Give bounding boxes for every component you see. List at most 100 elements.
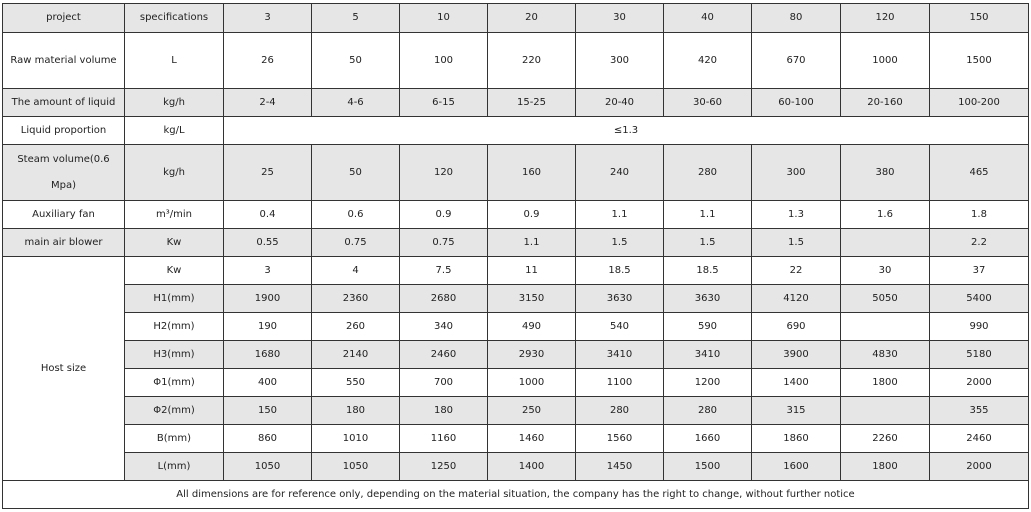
value-cell: 37 <box>929 256 1029 285</box>
value-cell: 2-4 <box>223 88 312 117</box>
row-label: The amount of liquid <box>2 88 125 117</box>
table-row: main air blower Kw 0.55 0.75 0.75 1.1 1.5 1.5 1.… <box>2 228 1029 257</box>
row-label: Steam volume(0.6 Mpa) <box>2 144 125 201</box>
value-cell: 1010 <box>311 424 400 453</box>
value-cell: 150 <box>223 396 312 425</box>
value-cell: 2460 <box>399 340 488 369</box>
value-cell: 700 <box>399 368 488 397</box>
value-cell: 315 <box>751 396 841 425</box>
value-cell: 1250 <box>399 452 488 481</box>
value-cell: 1500 <box>663 452 752 481</box>
value-cell: 2000 <box>929 368 1029 397</box>
spec-table: project specifications 3 5 10 20 30 40 80 120 150 R… <box>2 3 1029 509</box>
table-row: Auxiliary fan m³/min 0.4 0.6 0.9 0.9 1.1 1.1 1.3… <box>2 200 1029 229</box>
value-cell: 1680 <box>223 340 312 369</box>
footer-note: All dimensions are for reference only, d… <box>2 480 1029 509</box>
value-cell: 7.5 <box>399 256 488 285</box>
value-cell: 180 <box>311 396 400 425</box>
value-cell: 160 <box>487 144 576 201</box>
value-cell: 11 <box>487 256 576 285</box>
value-cell: 1100 <box>575 368 664 397</box>
value-cell: 2000 <box>929 452 1029 481</box>
table-row: Raw material volume L 26 50 100 220 300 420 670 1… <box>2 32 1029 89</box>
value-cell: 5050 <box>840 284 930 313</box>
value-cell: 280 <box>663 144 752 201</box>
value-cell: 1400 <box>487 452 576 481</box>
row-unit: B(mm) <box>124 424 224 453</box>
value-cell: 2460 <box>929 424 1029 453</box>
value-cell: 1.1 <box>487 228 576 257</box>
value-cell: 20-160 <box>840 88 930 117</box>
header-cell: project <box>2 3 125 33</box>
row-unit: Φ1(mm) <box>124 368 224 397</box>
value-cell: 670 <box>751 32 841 89</box>
row-unit: Kw <box>124 228 224 257</box>
row-label: Liquid proportion <box>2 116 125 145</box>
value-cell: 1.8 <box>929 200 1029 229</box>
value-cell: 1660 <box>663 424 752 453</box>
value-cell: 0.6 <box>311 200 400 229</box>
value-cell: 3630 <box>575 284 664 313</box>
value-cell: 590 <box>663 312 752 341</box>
value-cell: 1450 <box>575 452 664 481</box>
value-cell: 1900 <box>223 284 312 313</box>
table-row: The amount of liquid kg/h 2-4 4-6 6-15 15-25 2… <box>2 88 1029 117</box>
value-cell: 1.6 <box>840 200 930 229</box>
value-cell: 1.3 <box>751 200 841 229</box>
value-cell: 465 <box>929 144 1029 201</box>
value-cell: 0.75 <box>311 228 400 257</box>
value-cell: 2930 <box>487 340 576 369</box>
value-cell: 1560 <box>575 424 664 453</box>
table-row: Liquid proportion kg/L ≤1.3 <box>2 116 1029 145</box>
value-cell: 1400 <box>751 368 841 397</box>
value-cell: 2360 <box>311 284 400 313</box>
value-cell: 380 <box>840 144 930 201</box>
value-cell: 100 <box>399 32 488 89</box>
value-cell: 30-60 <box>663 88 752 117</box>
row-unit: m³/min <box>124 200 224 229</box>
row-unit: kg/h <box>124 144 224 201</box>
value-cell: 1.1 <box>663 200 752 229</box>
header-cell: 20 <box>487 3 576 33</box>
value-cell: 25 <box>223 144 312 201</box>
value-cell: 1200 <box>663 368 752 397</box>
footer-row: All dimensions are for reference only, d… <box>2 480 1029 509</box>
host-size-row: H2(mm) 190 260 340 490 540 590 690 990 <box>3 312 1029 341</box>
host-size-row: H3(mm) 1680 2140 2460 2930 3410 3410 3900 4830 51… <box>3 340 1029 369</box>
value-cell: 5180 <box>929 340 1029 369</box>
value-cell: 20-40 <box>575 88 664 117</box>
value-cell: 0.75 <box>399 228 488 257</box>
value-cell: 100-200 <box>929 88 1029 117</box>
host-size-row: H1(mm) 1900 2360 2680 3150 3630 3630 4120 5050 54… <box>3 284 1029 313</box>
value-cell: 280 <box>663 396 752 425</box>
value-cell: 2260 <box>840 424 930 453</box>
row-unit: L(mm) <box>124 452 224 481</box>
header-cell: 80 <box>751 3 841 33</box>
host-size-row: Φ1(mm) 400 550 700 1000 1100 1200 1400 1800 2000 <box>3 368 1029 397</box>
value-cell: 3 <box>223 256 312 285</box>
value-cell: 3630 <box>663 284 752 313</box>
header-cell: 150 <box>929 3 1029 33</box>
table-row: Steam volume(0.6 Mpa) kg/h 25 50 120 160 240 28… <box>2 144 1029 201</box>
value-cell: 1860 <box>751 424 841 453</box>
value-cell: 60-100 <box>751 88 841 117</box>
row-unit: kg/h <box>124 88 224 117</box>
value-cell: 4830 <box>840 340 930 369</box>
value-cell: 3410 <box>663 340 752 369</box>
value-cell: 1160 <box>399 424 488 453</box>
header-cell: 120 <box>840 3 930 33</box>
value-cell: 250 <box>487 396 576 425</box>
row-unit: H2(mm) <box>124 312 224 341</box>
host-size-row: B(mm) 860 1010 1160 1460 1560 1660 1860 2260 2460 <box>3 424 1029 453</box>
value-cell: 1.5 <box>751 228 841 257</box>
header-cell: 3 <box>223 3 312 33</box>
value-cell: 120 <box>399 144 488 201</box>
value-cell: 4 <box>311 256 400 285</box>
row-unit: H3(mm) <box>124 340 224 369</box>
row-label: main air blower <box>2 228 125 257</box>
value-cell: 1.5 <box>575 228 664 257</box>
value-cell: 540 <box>575 312 664 341</box>
header-cell: 5 <box>311 3 400 33</box>
header-cell: 40 <box>663 3 752 33</box>
value-cell: 4120 <box>751 284 841 313</box>
